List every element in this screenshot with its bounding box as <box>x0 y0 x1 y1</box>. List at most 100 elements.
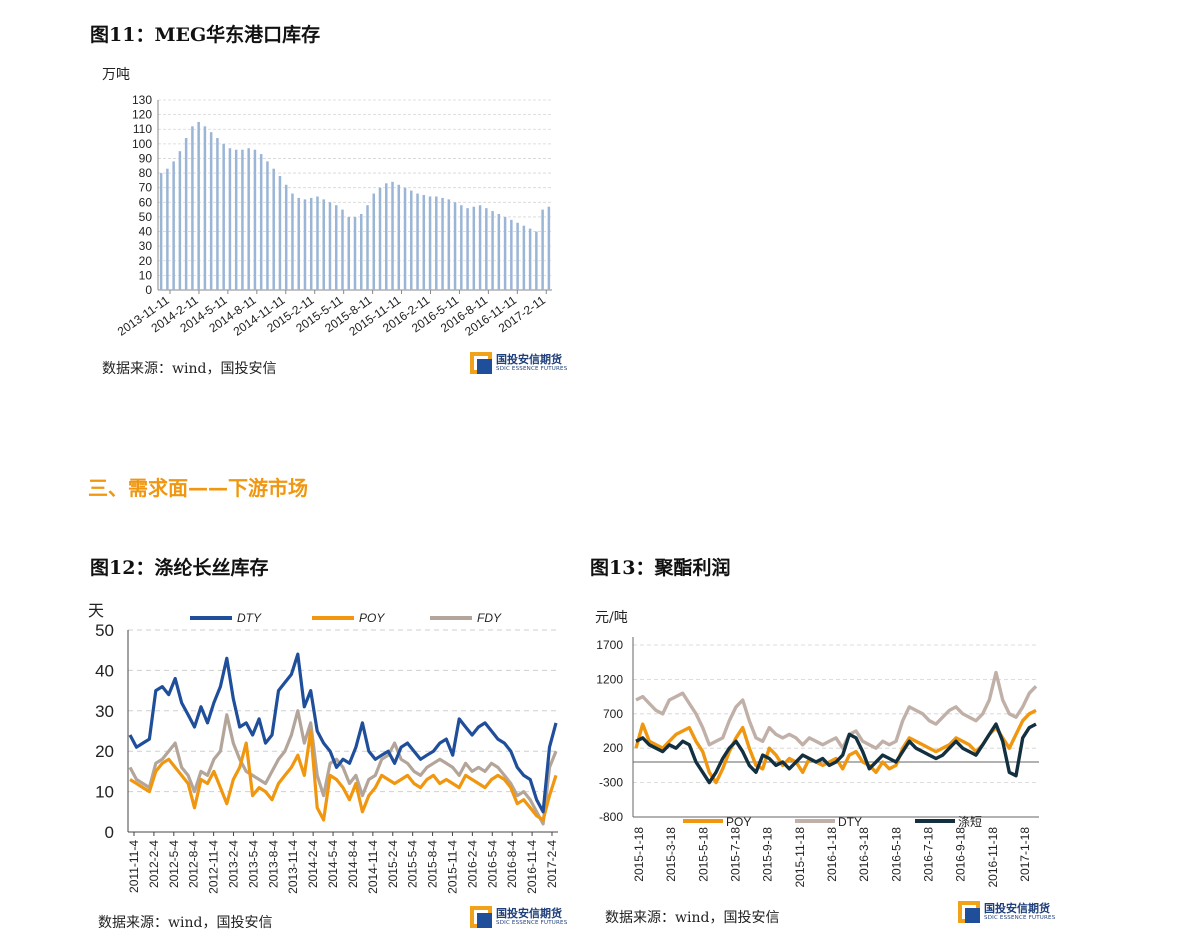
fig11-ytick-label: 50 <box>139 210 153 224</box>
fig11-bar <box>234 149 238 290</box>
fig11-bar <box>453 202 457 290</box>
fig13-xtick-label: 2017-1-18 <box>1018 827 1032 882</box>
fig11-bar <box>510 219 513 290</box>
fig13-xtick-label: 2015-5-18 <box>696 827 710 882</box>
fig13-xtick-label: 2016-9-18 <box>954 827 968 882</box>
fig12-xtick-label: 2016-5-4 <box>485 840 499 888</box>
fig11-bar <box>272 168 275 290</box>
fig12-chart: 0 10 20 30 40 50 DTY POY FDY 2011-11-4 2012-2-4 201… <box>95 611 559 894</box>
fig11-bar <box>178 151 182 290</box>
fig12-xtick-label: 2013-11-4 <box>286 840 300 894</box>
fig11-ytick-label: 30 <box>139 239 153 253</box>
fig11-bar <box>391 181 394 290</box>
fig13-legend-label: POY <box>726 815 751 829</box>
fig11-bar <box>278 176 282 290</box>
fig11-bar <box>410 190 413 290</box>
fig11-bar <box>503 216 507 290</box>
fig11-bar <box>497 214 501 290</box>
fig11-bar <box>328 202 332 290</box>
fig11-bar <box>366 205 369 290</box>
fig11-bar <box>334 205 338 290</box>
fig12-legend-label: FDY <box>477 611 502 625</box>
fig11-bar <box>378 187 382 290</box>
fig11-bar <box>184 138 188 290</box>
fig11-bar <box>191 126 194 290</box>
fig12-ytick-label: 30 <box>95 702 114 721</box>
fig12-ytick-label: 0 <box>105 823 114 842</box>
fig12-ytick-label: 40 <box>95 661 114 680</box>
fig11-bar <box>441 197 444 290</box>
fig12-logo: 国投安信期货 SDIC ESSENCE FUTURES <box>470 906 567 928</box>
fig12-xtick-label: 2014-2-4 <box>306 840 320 888</box>
fig12-ytick-label: 50 <box>95 621 114 640</box>
fig13-xtick-label: 2016-7-18 <box>922 827 936 882</box>
fig11-ytick-label: 70 <box>139 181 153 195</box>
fig11-bar <box>316 196 319 290</box>
fig12-legend-label: DTY <box>237 611 262 625</box>
fig11-bar <box>428 196 432 290</box>
fig11-bar <box>209 132 213 290</box>
fig13-series-dty <box>635 670 1038 750</box>
logo-en: SDIC ESSENCE FUTURES <box>496 365 568 372</box>
fig11-bar <box>460 205 463 290</box>
fig13-xtick-label: 2016-1-18 <box>825 827 839 882</box>
logo-mark-icon <box>470 352 492 374</box>
fig11-bar <box>466 208 469 290</box>
fig11-ytick-label: 120 <box>132 108 152 122</box>
logo-en: SDIC ESSENCE FUTURES <box>984 914 1056 921</box>
fig12-xtick-label: 2014-8-4 <box>346 840 360 888</box>
fig11-ytick-label: 20 <box>139 254 153 268</box>
fig11-bar <box>228 148 232 290</box>
fig13-xtick-label: 2015-7-18 <box>729 827 743 882</box>
fig13-ytick-label: 1700 <box>596 638 623 652</box>
fig13-ytick-label: 700 <box>603 707 623 721</box>
fig11-ytick-label: 90 <box>139 151 153 165</box>
fig11-ytick-label: 10 <box>139 268 153 282</box>
fig11-bar <box>284 184 288 290</box>
fig13-xtick-label: 2016-11-18 <box>986 827 1000 888</box>
fig11-bar <box>360 214 363 290</box>
fig13-xtick-label: 2015-9-18 <box>761 827 775 882</box>
fig11-bar <box>385 183 388 290</box>
fig13-xtick-label: 2015-1-18 <box>632 827 646 882</box>
fig11-bar <box>266 161 269 290</box>
fig12-xtick-label: 2012-2-4 <box>147 840 161 888</box>
fig12-xtick-label: 2012-11-4 <box>207 840 221 894</box>
fig11-bar <box>535 231 538 290</box>
fig11-bar <box>241 149 244 290</box>
fig12-xtick-label: 2015-8-4 <box>426 840 440 888</box>
fig11-bar <box>353 216 357 290</box>
fig11-bar <box>172 161 175 290</box>
fig12-xtick-label: 2011-11-4 <box>127 840 141 893</box>
fig11-bar <box>203 126 207 290</box>
fig11-bar <box>309 197 313 290</box>
fig12-xtick-label: 2015-5-4 <box>406 840 420 888</box>
fig11-source: 数据来源：wind，国投安信 <box>102 361 277 377</box>
fig11-bar <box>397 184 401 290</box>
logo-en: SDIC ESSENCE FUTURES <box>496 919 568 926</box>
fig11-bar <box>247 148 250 290</box>
fig11-bar <box>516 222 519 290</box>
fig11-ytick-label: 60 <box>139 195 153 209</box>
fig11-title: 图11：MEG华东港口库存 <box>90 24 321 46</box>
fig13-ytick-label: 1200 <box>596 672 623 686</box>
fig13-source: 数据来源：wind，国投安信 <box>605 910 780 926</box>
fig12-legend-label: POY <box>359 611 385 625</box>
fig11-bar <box>403 187 407 290</box>
fig11-bar <box>478 205 482 290</box>
fig13-xtick-label: 2016-5-18 <box>889 827 903 882</box>
fig11-bar <box>297 197 300 290</box>
fig12-unit: 天 <box>88 601 105 620</box>
fig11-bar <box>303 199 307 290</box>
fig12-xtick-label: 2015-2-4 <box>386 840 400 888</box>
fig13-series-short <box>635 722 1037 785</box>
fig11-logo: 国投安信期货 SDIC ESSENCE FUTURES <box>470 352 567 374</box>
fig11-bar <box>522 225 526 290</box>
fig11-ytick-label: 40 <box>139 225 153 239</box>
fig12-series-dty <box>128 652 558 814</box>
fig11-bar <box>222 143 225 290</box>
fig13-unit: 元/吨 <box>595 610 628 626</box>
fig13-ytick-label: 200 <box>603 741 623 755</box>
fig11-bar <box>259 154 263 290</box>
fig12-xtick-label: 2013-5-4 <box>246 840 260 888</box>
